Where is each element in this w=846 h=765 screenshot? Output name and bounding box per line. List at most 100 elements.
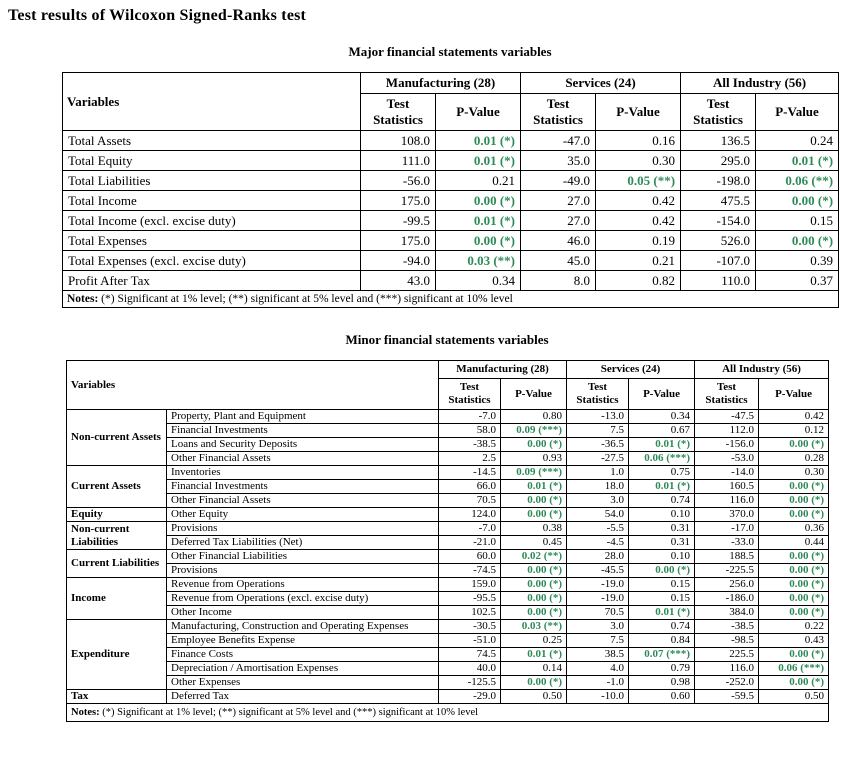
- p-value-cell: 0.06 (**): [755, 170, 840, 191]
- test-statistic-cell: 160.5: [694, 479, 760, 494]
- p-value-cell: 0.01 (*): [434, 150, 522, 171]
- major-data-row: Total Equity 111.0 0.01 (*) 35.0 0.30 295.0 0.…: [62, 150, 840, 171]
- major-subheader-test-statistics-1: Test Statistics: [360, 93, 436, 131]
- minor-data-row: Expenditure Manufacturing, Construction a…: [66, 619, 830, 690]
- p-value-cell: 0.98: [628, 675, 696, 690]
- test-statistic-cell: 43.0: [360, 270, 436, 291]
- category-cell: Non-current Liabilities: [66, 521, 167, 550]
- test-statistic-cell: -225.5: [694, 563, 760, 578]
- variable-cell: Other Financial Assets: [166, 493, 439, 508]
- minor-data-row: Revenue from Operations (excl. excise du…: [67, 591, 830, 606]
- p-value-cell: 0.50: [499, 689, 568, 704]
- p-value-cell: 0.74: [628, 493, 696, 508]
- test-statistic-cell: 66.0: [438, 479, 501, 494]
- test-statistic-cell: 225.5: [694, 647, 760, 662]
- test-statistic-cell: -56.0: [360, 170, 436, 191]
- p-value-cell: 0.00 (*): [758, 577, 830, 592]
- variable-cell: Depreciation / Amortisation Expenses: [166, 661, 439, 676]
- test-statistic-cell: -27.5: [566, 451, 630, 466]
- test-statistic-cell: 18.0: [566, 479, 630, 494]
- major-subheader-test-statistics-2: Test Statistics: [520, 93, 597, 131]
- p-value-cell: 0.00 (*): [628, 563, 696, 578]
- major-table-caption: Major financial statements variables: [348, 44, 552, 59]
- p-value-cell: 0.07 (***): [628, 647, 696, 662]
- major-table: Variables Manufacturing (28) Services (2…: [61, 72, 840, 308]
- category-cell: Current Liabilities: [66, 549, 167, 578]
- p-value-cell: 0.01 (*): [755, 150, 840, 171]
- variable-cell: Total Expenses: [62, 230, 361, 251]
- major-table-notes: Notes: (*) Significant at 1% level; (**)…: [61, 290, 840, 308]
- p-value-cell: 0.00 (*): [499, 605, 568, 620]
- p-value-cell: 0.00 (*): [758, 507, 830, 522]
- major-subheader-test-statistics-3: Test Statistics: [680, 93, 757, 131]
- p-value-cell: 0.43: [758, 633, 830, 648]
- variable-cell: Other Expenses: [166, 675, 439, 690]
- test-statistic-cell: 40.0: [438, 661, 501, 676]
- document-page: Test results of Wilcoxon Signed-Ranks te…: [8, 7, 840, 722]
- test-statistic-cell: 108.0: [360, 130, 436, 151]
- p-value-cell: 0.24: [755, 130, 840, 151]
- p-value-cell: 0.19: [595, 230, 682, 251]
- minor-subheader-p-value-1: P-Value: [499, 378, 568, 410]
- test-statistic-cell: -186.0: [694, 591, 760, 606]
- test-statistic-cell: -7.0: [438, 521, 501, 536]
- minor-data-row: Current Assets Inventories -14.5 0.09 (***)…: [66, 465, 830, 508]
- p-value-cell: 0.00 (*): [758, 549, 830, 564]
- minor-data-row: Other Financial Assets 2.5 0.93 -27.5 0.06 (…: [67, 451, 830, 466]
- variable-cell: Total Liabilities: [62, 170, 361, 191]
- test-statistic-cell: -1.0: [566, 675, 630, 690]
- test-statistic-cell: -99.5: [360, 210, 436, 231]
- test-statistic-cell: 7.5: [566, 423, 630, 438]
- test-statistic-cell: -51.0: [438, 633, 501, 648]
- test-statistic-cell: -154.0: [680, 210, 757, 231]
- p-value-cell: 0.01 (*): [499, 479, 568, 494]
- variable-cell: Total Assets: [62, 130, 361, 151]
- p-value-cell: 0.00 (*): [434, 230, 522, 251]
- minor-notes-text: (*) Significant at 1% level; (**) signif…: [99, 707, 479, 718]
- p-value-cell: 0.30: [758, 465, 830, 480]
- test-statistic-cell: 4.0: [566, 661, 630, 676]
- p-value-cell: 0.16: [595, 130, 682, 151]
- test-statistic-cell: -17.0: [694, 521, 760, 536]
- test-statistic-cell: 370.0: [694, 507, 760, 522]
- minor-group-header-all-industry: All Industry (56): [694, 360, 830, 379]
- major-variables-header: Variables: [62, 72, 361, 131]
- p-value-cell: 0.15: [628, 591, 696, 606]
- test-statistic-cell: 116.0: [694, 493, 760, 508]
- major-notes-text: (*) Significant at 1% level; (**) signif…: [98, 293, 513, 305]
- p-value-cell: 0.09 (***): [499, 423, 568, 438]
- minor-group-header-row: Variables Manufacturing (28) Services (2…: [66, 360, 830, 410]
- variable-cell: Deferred Tax Liabilities (Net): [166, 535, 439, 550]
- minor-data-row: Non-current Liabilities Provisions -7.0 0.3…: [66, 521, 830, 550]
- p-value-cell: 0.03 (**): [499, 619, 568, 634]
- p-value-cell: 0.15: [628, 577, 696, 592]
- p-value-cell: 0.00 (*): [758, 437, 830, 452]
- minor-data-row: Current Liabilities Other Financial Liabi…: [66, 549, 830, 578]
- p-value-cell: 0.14: [499, 661, 568, 676]
- minor-group-header-services: Services (24): [566, 360, 696, 379]
- p-value-cell: 0.30: [595, 150, 682, 171]
- minor-data-row: Financial Investments 58.0 0.09 (***) 7.5 0.…: [67, 423, 830, 438]
- test-statistic-cell: -4.5: [566, 535, 630, 550]
- test-statistic-cell: 54.0: [566, 507, 630, 522]
- major-data-row: Total Liabilities -56.0 0.21 -49.0 0.05 (**)…: [62, 170, 840, 191]
- test-statistic-cell: -74.5: [438, 563, 501, 578]
- minor-data-row: Deferred Tax Liabilities (Net) -21.0 0.45-…: [67, 535, 830, 550]
- test-statistic-cell: 159.0: [438, 577, 501, 592]
- minor-notes-row: Notes: (*) Significant at 1% level; (**)…: [65, 703, 830, 722]
- minor-data-row: Depreciation / Amortisation Expenses 40.0…: [67, 661, 830, 676]
- minor-table-caption: Minor financial statements variables: [345, 332, 549, 347]
- test-statistic-cell: -98.5: [694, 633, 760, 648]
- variable-cell: Revenue from Operations: [166, 577, 439, 592]
- p-value-cell: 0.60: [628, 689, 696, 704]
- p-value-cell: 0.01 (*): [434, 210, 522, 231]
- minor-sub-header-row: Test Statistics P-Value Test Statistics …: [67, 378, 830, 410]
- test-statistic-cell: -125.5: [438, 675, 501, 690]
- category-cell: Current Assets: [66, 465, 167, 508]
- p-value-cell: 0.34: [434, 270, 522, 291]
- test-statistic-cell: -21.0: [438, 535, 501, 550]
- variable-cell: Provisions: [166, 563, 439, 578]
- minor-subheader-p-value-2: P-Value: [628, 378, 696, 410]
- test-statistic-cell: -198.0: [680, 170, 757, 191]
- test-statistic-cell: 2.5: [438, 451, 501, 466]
